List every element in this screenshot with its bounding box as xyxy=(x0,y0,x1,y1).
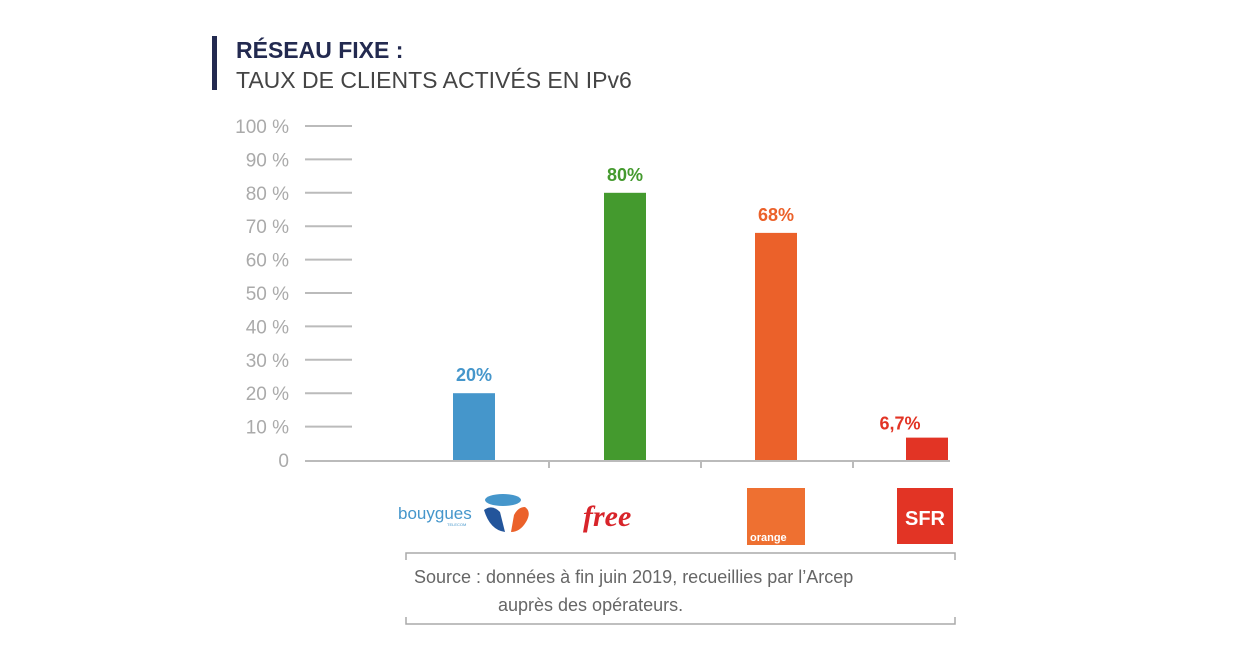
y-tick-label: 60 % xyxy=(246,251,289,272)
chart-subtitle: TAUX DE CLIENTS ACTIVÉS EN IPv6 xyxy=(236,67,632,93)
data-label: 6,7% xyxy=(879,414,920,434)
free-logo: free xyxy=(583,500,631,533)
bouygues-logo: bouygues TELECOM xyxy=(398,494,529,532)
orange-logo-text: orange xyxy=(750,532,787,544)
source-line-2: auprès des opérateurs. xyxy=(498,595,683,615)
data-label: 68% xyxy=(758,205,794,225)
data-label: 80% xyxy=(607,165,643,185)
y-tick-label: 80 % xyxy=(246,184,289,205)
source-bracket-bottom xyxy=(405,617,956,625)
y-tick-label: 100 % xyxy=(235,117,289,138)
bar-bouygues-telecom xyxy=(453,393,495,460)
y-tick-label: 90 % xyxy=(246,150,289,171)
chart-title: RÉSEAU FIXE : xyxy=(236,36,403,63)
title-accent-bar xyxy=(212,36,217,90)
bouygues-logo-text: bouygues xyxy=(398,504,472,523)
y-tick-label: 10 % xyxy=(246,418,289,439)
bar-orange xyxy=(755,232,797,460)
y-tick-label: 30 % xyxy=(246,351,289,372)
source-bracket-top xyxy=(405,552,956,560)
orange-logo: orange xyxy=(747,488,805,545)
bar-free xyxy=(604,192,646,461)
data-label: 20% xyxy=(456,365,492,385)
bouygues-logo-subtext: TELECOM xyxy=(447,522,466,527)
y-tick-label: 50 % xyxy=(246,284,289,305)
y-tick-label: 20 % xyxy=(246,384,289,405)
y-tick-label: 0 xyxy=(278,451,289,472)
sfr-logo: SFR xyxy=(897,488,953,544)
source-line-1: Source : données à fin juin 2019, recuei… xyxy=(414,567,853,587)
sfr-logo-text: SFR xyxy=(905,508,946,530)
y-tick-label: 70 % xyxy=(246,217,289,238)
y-tick-label: 40 % xyxy=(246,317,289,338)
bar-sfr xyxy=(906,437,948,460)
